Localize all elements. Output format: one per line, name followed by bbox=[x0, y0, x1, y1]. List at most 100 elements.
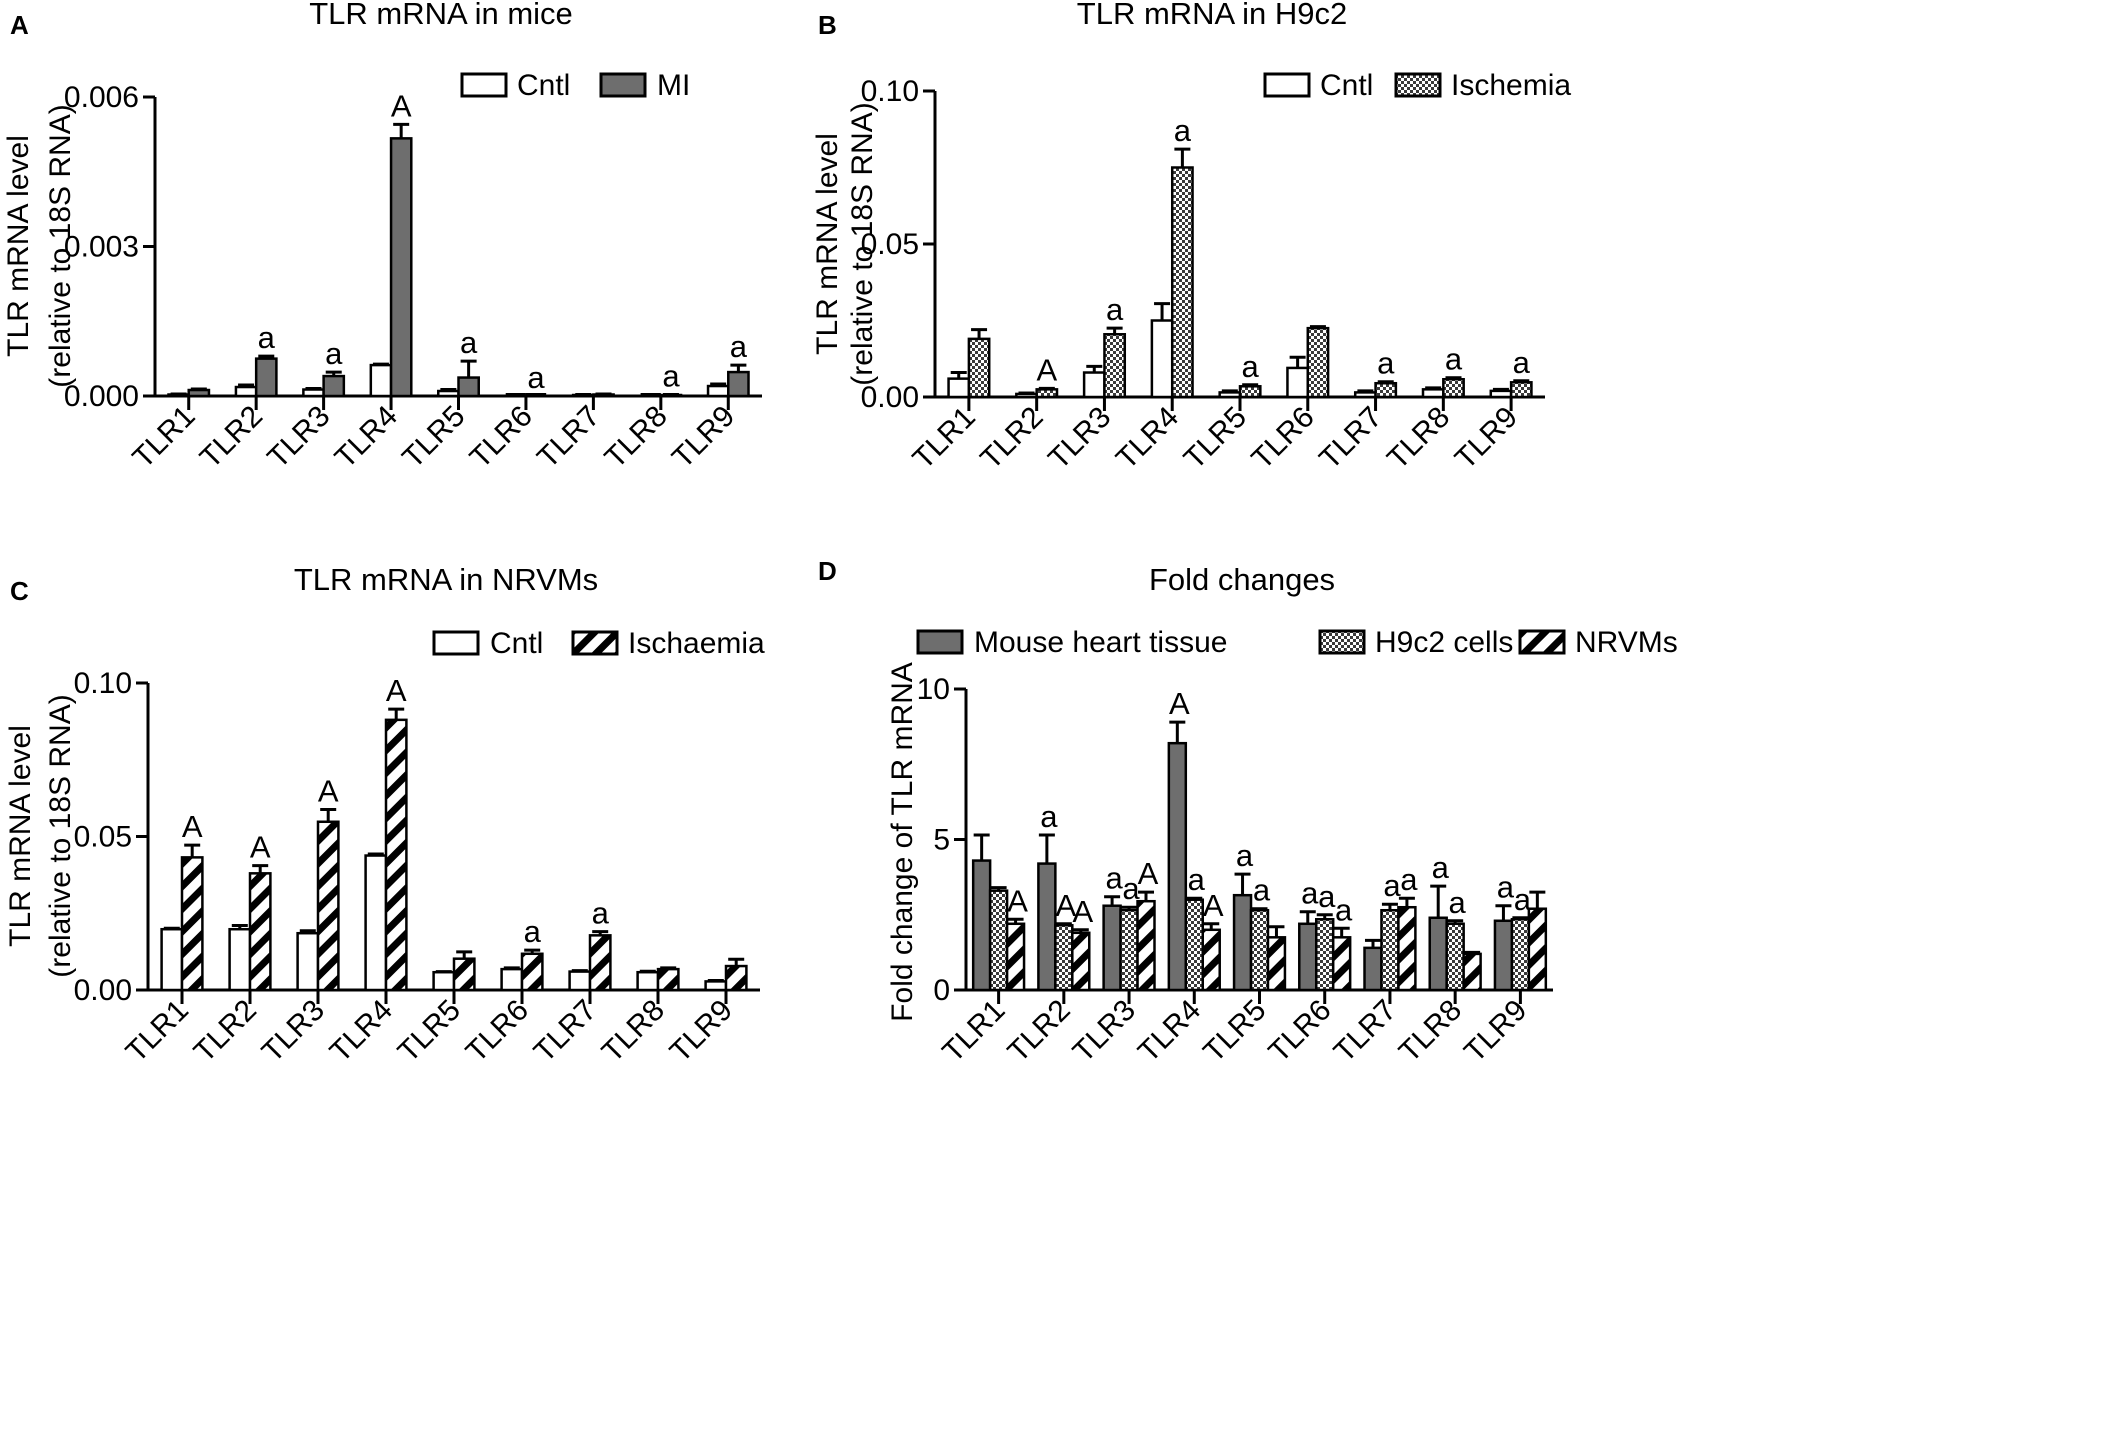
bar bbox=[1428, 916, 1448, 992]
significance-label: a bbox=[325, 336, 343, 371]
bar bbox=[1489, 389, 1513, 399]
x-tick-label: TLR6 bbox=[1246, 401, 1321, 476]
bar bbox=[1037, 862, 1057, 992]
chart-title: TLR mRNA in H9c2 bbox=[1077, 0, 1347, 31]
bar bbox=[1035, 388, 1059, 399]
x-tick-label: TLR4 bbox=[329, 400, 404, 475]
significance-label: a bbox=[1377, 346, 1395, 381]
significance-label: a bbox=[1040, 799, 1058, 834]
bar bbox=[988, 889, 1009, 992]
x-tick-label: TLR8 bbox=[599, 400, 674, 475]
x-tick-label: TLR3 bbox=[1042, 401, 1117, 476]
bar bbox=[457, 376, 480, 398]
y-tick-label: 5 bbox=[933, 824, 950, 857]
bar bbox=[1266, 936, 1287, 992]
significance-label: A bbox=[250, 830, 271, 865]
bar bbox=[160, 927, 184, 992]
significance-label: A bbox=[1055, 888, 1076, 923]
significance-label: A bbox=[1007, 883, 1028, 918]
bar bbox=[1397, 905, 1417, 992]
y-axis-title: (relative to 18S RNA) bbox=[44, 104, 77, 387]
bar bbox=[384, 718, 408, 992]
panel-letter: A bbox=[10, 10, 29, 40]
significance-label: A bbox=[318, 773, 339, 808]
significance-label: a bbox=[1400, 862, 1418, 897]
significance-label: a bbox=[1318, 879, 1336, 914]
bar bbox=[1380, 908, 1400, 992]
significance-label: A bbox=[1169, 686, 1190, 721]
chart-panel-c: C TLR mRNA in NRVMs TLR mRNA level (relativ… bbox=[4, 562, 765, 1069]
bar bbox=[1510, 918, 1531, 992]
bar bbox=[1363, 946, 1383, 992]
panel-letter: D bbox=[818, 556, 837, 586]
bar bbox=[1462, 952, 1482, 992]
significance-label: a bbox=[730, 329, 748, 364]
significance-label: a bbox=[662, 359, 680, 394]
panel-letter: B bbox=[818, 10, 837, 40]
y-tick-label: 0.05 bbox=[74, 821, 132, 854]
bar bbox=[1353, 391, 1377, 399]
x-tick-label: TLR2 bbox=[194, 400, 269, 475]
bar bbox=[588, 934, 612, 992]
x-tick-label: TLR6 bbox=[460, 994, 535, 1069]
x-tick-label: TLR2 bbox=[974, 401, 1049, 476]
chart-panel-d: D Fold changes Fold change of TLR mRNA 0 5 10… bbox=[818, 556, 1678, 1069]
significance-label: a bbox=[1383, 868, 1401, 903]
bar bbox=[724, 964, 748, 992]
bar bbox=[437, 389, 460, 398]
legend-swatch bbox=[916, 629, 964, 655]
legend-swatch bbox=[1318, 629, 1366, 655]
x-tick-label: TLR9 bbox=[1458, 994, 1533, 1069]
bar bbox=[1150, 319, 1174, 399]
bar bbox=[1331, 936, 1352, 992]
y-axis-title: TLR mRNA level bbox=[4, 725, 37, 947]
significance-label: A bbox=[182, 809, 203, 844]
y-tick-label: 0.10 bbox=[861, 75, 919, 108]
legend-swatch bbox=[432, 630, 480, 656]
bar bbox=[452, 957, 476, 992]
y-tick-label: 0 bbox=[933, 974, 950, 1007]
significance-label: A bbox=[391, 88, 412, 123]
significance-label: a bbox=[1188, 862, 1206, 897]
bar bbox=[1298, 922, 1318, 992]
y-axis-title: TLR mRNA level bbox=[811, 133, 844, 355]
bar bbox=[1286, 366, 1310, 399]
bar bbox=[636, 970, 660, 992]
x-tick-label: TLR9 bbox=[664, 994, 739, 1069]
bar bbox=[1119, 908, 1139, 992]
x-tick-label: TLR8 bbox=[1381, 401, 1456, 476]
x-tick-label: TLR5 bbox=[1197, 994, 1272, 1069]
bar bbox=[1218, 391, 1242, 399]
significance-label: a bbox=[1513, 345, 1531, 380]
x-tick-label: TLR7 bbox=[531, 400, 606, 475]
bar bbox=[727, 370, 750, 398]
significance-label: a bbox=[258, 320, 276, 355]
bar bbox=[1374, 381, 1398, 399]
x-tick-label: TLR3 bbox=[1067, 994, 1142, 1069]
significance-label: a bbox=[1253, 873, 1271, 908]
significance-label: A bbox=[1072, 894, 1093, 929]
significance-label: a bbox=[592, 896, 610, 931]
bar bbox=[228, 927, 252, 992]
bar bbox=[1421, 388, 1445, 399]
bar bbox=[704, 980, 728, 992]
significance-label: a bbox=[1174, 113, 1192, 148]
bar bbox=[568, 970, 592, 992]
legend-label: NRVMs bbox=[1575, 626, 1678, 659]
y-axis-title: (relative to 18S RNA) bbox=[846, 102, 879, 385]
x-tick-label: TLR5 bbox=[1178, 401, 1253, 476]
bar bbox=[1442, 378, 1465, 399]
x-tick-label: TLR9 bbox=[1449, 401, 1524, 476]
bar bbox=[1082, 371, 1106, 399]
y-tick-label: 0.006 bbox=[64, 81, 139, 114]
significance-label: a bbox=[1432, 850, 1450, 885]
significance-label: a bbox=[1445, 342, 1463, 377]
bar bbox=[1493, 919, 1514, 992]
x-tick-label: TLR8 bbox=[1393, 994, 1468, 1069]
significance-label: a bbox=[1301, 876, 1319, 911]
significance-label: a bbox=[460, 325, 478, 360]
x-tick-label: TLR4 bbox=[1132, 994, 1207, 1069]
significance-label: A bbox=[1036, 352, 1057, 387]
chart-panel-b: B TLR mRNA in H9c2 TLR mRNA level (relative… bbox=[811, 0, 1571, 476]
